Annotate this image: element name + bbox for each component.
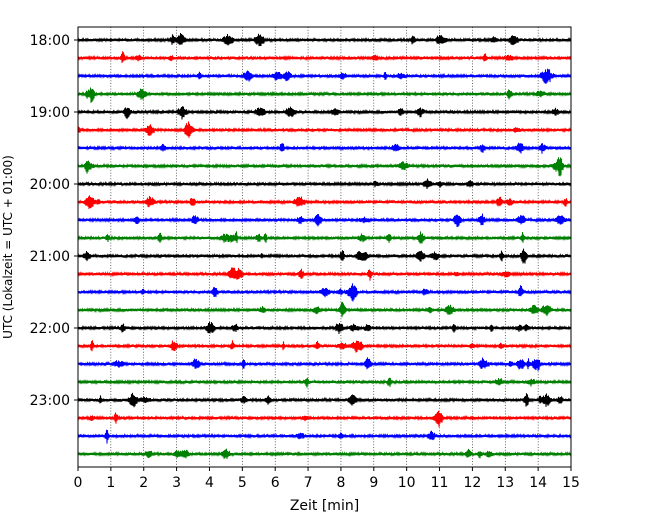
x-tick-label-14: 14 [529,475,547,491]
trace-group [77,32,572,460]
x-tick-label-12: 12 [463,475,481,491]
trace-2115 [77,267,572,281]
trace-2145 [77,301,572,318]
trace-2330 [77,429,572,444]
trace-1845 [77,87,572,103]
y-tick-label-0: 18:00 [30,33,70,49]
trace-2345 [77,448,572,460]
x-tick-label-9: 9 [369,475,378,491]
x-tick-label-10: 10 [398,475,416,491]
trace-2245 [77,377,572,388]
x-tick-label-8: 8 [336,475,345,491]
trace-2315 [77,410,572,428]
x-tick-label-4: 4 [205,475,214,491]
x-tick-label-2: 2 [139,475,148,491]
trace-1930 [77,142,572,154]
trace-1830 [77,68,572,84]
grid-lines [110,27,539,467]
x-tick-label-13: 13 [496,475,514,491]
y-tick-label-1: 19:00 [30,105,70,121]
x-tick-label-11: 11 [431,475,449,491]
y-tick-label-2: 20:00 [30,177,70,193]
y-axis-ticks: 18:00 19:00 20:00 21:00 22:00 23:00 [30,33,78,409]
trace-2045 [77,231,572,244]
trace-2130 [77,283,572,302]
trace-2000 [77,178,572,189]
trace-2230 [77,357,572,371]
trace-2015 [77,195,572,210]
x-tick-label-1: 1 [106,475,115,491]
x-tick-label-15: 15 [562,475,580,491]
trace-1800 [77,32,572,47]
x-axis-label: Zeit [min] [290,498,359,514]
trace-2030 [77,213,572,227]
trace-2100 [77,248,572,264]
x-tick-label-3: 3 [172,475,181,491]
x-tick-label-7: 7 [304,475,313,491]
plot-frame [77,26,572,468]
trace-1945 [77,157,572,177]
trace-2215 [77,340,572,353]
trace-1915 [77,121,572,138]
y-tick-label-4: 22:00 [30,321,70,337]
x-tick-label-0: 0 [74,475,83,491]
trace-2200 [77,321,572,334]
x-tick-label-5: 5 [238,475,247,491]
trace-2300 [77,392,572,408]
y-axis-label: UTC (Lokalzeit = UTC + 01:00) [1,155,15,339]
trace-1900 [77,106,572,120]
x-axis-ticks: 0 1 2 3 4 5 6 7 8 9 10 11 12 13 14 15 [74,467,580,491]
trace-1815 [77,51,572,63]
x-tick-label-6: 6 [271,475,280,491]
y-tick-label-5: 23:00 [30,393,70,409]
y-tick-label-3: 21:00 [30,249,70,265]
